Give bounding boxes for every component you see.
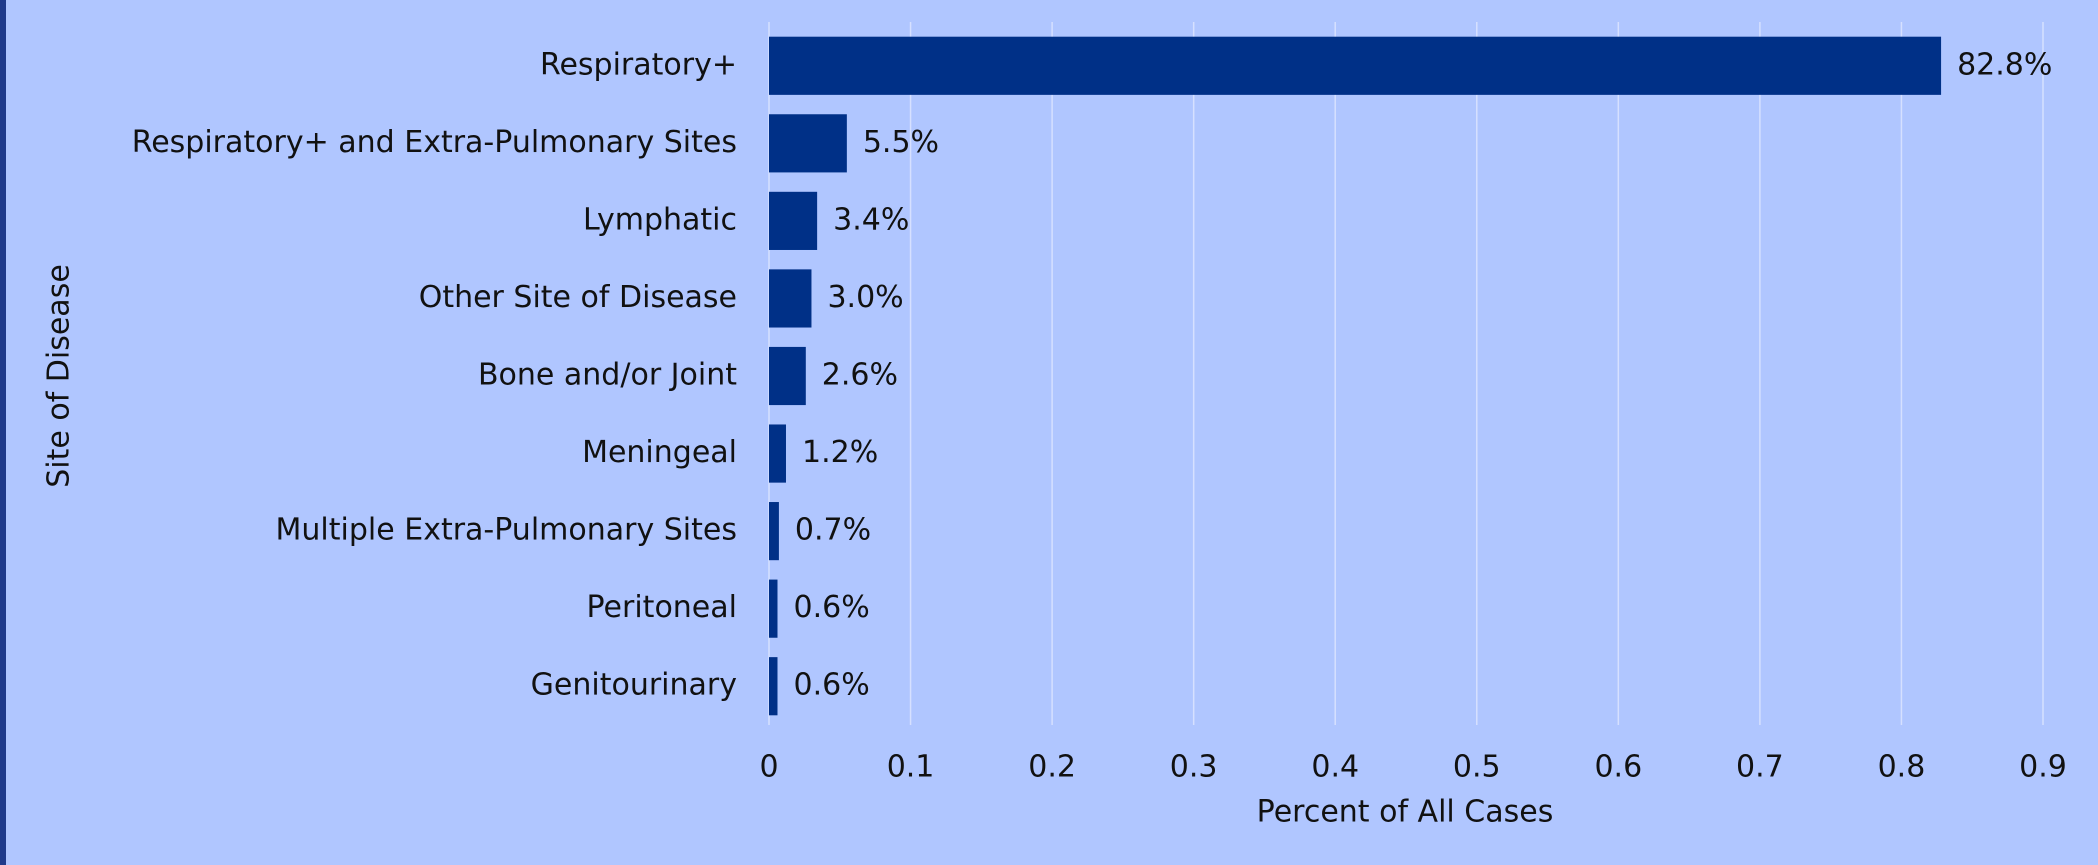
y-tick-label: Peritoneal xyxy=(587,590,737,625)
y-tick-label: Genitourinary xyxy=(531,668,737,703)
x-tick-label: 0.1 xyxy=(887,750,935,785)
bar xyxy=(769,502,779,561)
value-label: 0.7% xyxy=(795,513,871,548)
x-tick-label: 0.3 xyxy=(1170,750,1218,785)
value-label: 2.6% xyxy=(822,358,898,393)
x-tick-label: 0.7 xyxy=(1736,750,1784,785)
bar xyxy=(769,579,778,638)
bar xyxy=(769,657,778,716)
x-tick-label: 0.9 xyxy=(2019,750,2067,785)
x-tick-label: 0.6 xyxy=(1594,750,1642,785)
x-tick-label: 0.2 xyxy=(1028,750,1076,785)
value-label: 3.0% xyxy=(827,280,903,315)
x-axis-label: Percent of All Cases xyxy=(1257,795,1554,830)
bar xyxy=(769,346,806,406)
y-tick-label: Respiratory+ and Extra-Pulmonary Sites xyxy=(132,125,737,160)
x-tick-label: 0.5 xyxy=(1453,750,1501,785)
x-tick-label: 0 xyxy=(759,750,778,785)
y-tick-label: Bone and/or Joint xyxy=(478,358,737,393)
value-label: 3.4% xyxy=(833,202,909,237)
y-tick-label: Meningeal xyxy=(582,435,737,470)
value-label: 1.2% xyxy=(802,435,878,470)
x-tick-label: 0.4 xyxy=(1311,750,1359,785)
bar xyxy=(769,424,786,483)
y-axis-label: Site of Disease xyxy=(42,264,77,488)
bar xyxy=(769,191,818,250)
value-label: 5.5% xyxy=(863,125,939,160)
bar xyxy=(769,269,812,328)
x-tick-label: 0.8 xyxy=(1878,750,1926,785)
y-tick-label: Other Site of Disease xyxy=(419,280,737,315)
y-tick-label: Multiple Extra-Pulmonary Sites xyxy=(276,513,737,548)
value-label: 0.6% xyxy=(793,590,869,625)
bar xyxy=(769,36,1942,95)
y-tick-label: Lymphatic xyxy=(583,202,737,237)
left-border xyxy=(0,0,6,865)
y-tick-label: Respiratory+ xyxy=(540,47,737,82)
value-label: 0.6% xyxy=(793,668,869,703)
bar xyxy=(769,114,847,173)
value-label: 82.8% xyxy=(1957,47,2052,82)
